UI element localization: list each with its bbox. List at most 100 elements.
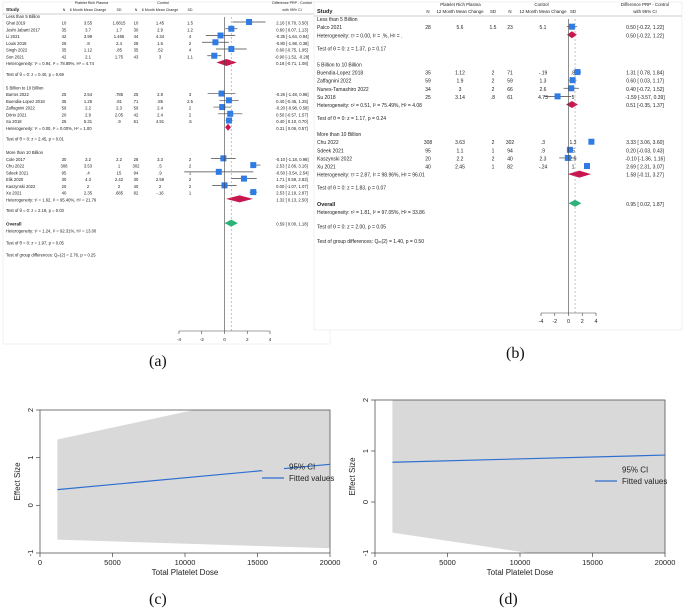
forest-a-study-square — [246, 19, 253, 25]
forest-b-study-n1: 308 — [424, 140, 433, 146]
forest-b-x-tick-label: 0 — [567, 319, 570, 325]
forest-a-study-sd1: .685 — [115, 191, 124, 196]
forest-a-study-sd2: 1.2 — [187, 27, 193, 32]
forest-a-study-mean1: 1.25 — [84, 99, 93, 104]
forest-a-study-ci: -0.50 [-3.54, 2.54] — [275, 170, 308, 175]
forest-b-study-mean1: 5.6 — [457, 25, 464, 31]
forest-a-header-sd1: SD — [117, 8, 122, 12]
forest-a-study-mean1: 2.9 — [85, 112, 91, 117]
fit-d-legend-ci-label: 95% CI — [622, 466, 648, 475]
forest-a-x-tick-label: 2 — [246, 337, 249, 342]
forest-a-study-sd2: 2 — [189, 106, 192, 111]
forest-b-header-sd2: SD — [570, 9, 576, 14]
forest-a-study-sd1: 1.75 — [115, 54, 124, 59]
forest-a-study-ci: -0.26 [-1.48, 0.96] — [275, 92, 308, 97]
forest-b-x-tick-label: 4 — [595, 319, 598, 325]
forest-a-group-label: More than 10 Billion — [6, 150, 44, 155]
forest-a-study-ci: -0.35 [-1.64, 0.94] — [275, 34, 308, 39]
forest-a-header-sd2: SD — [188, 8, 193, 12]
forest-a-group-test: Test of θ = 0: z = 2.18, p = 0.03 — [6, 208, 65, 213]
forest-a-study-name: Barros 2022 — [6, 92, 29, 97]
forest-a-study-mean1: 3.55 — [84, 21, 93, 26]
forest-a-group-summary-ci: 0.18 [-0.71, 1.08] — [276, 61, 308, 66]
forest-a-study-sd1: .81 — [116, 99, 122, 104]
forest-a-study-n1: 26 — [62, 41, 67, 46]
forest-b-header-mean2: 12 Month Mean Change — [519, 9, 567, 14]
forest-a-study-sd1: 2.2 — [116, 157, 122, 162]
forest-a-study-mean1: 3.53 — [84, 164, 93, 169]
fit-d-y-tick-label: 0 — [361, 500, 370, 504]
forest-a-group-summary-ci: 0.31 [ 0.06, 0.57] — [276, 126, 307, 131]
forest-a-study-n2: 59 — [134, 106, 139, 111]
forest-a-study-mean2: 2.4 — [157, 112, 163, 117]
forest-b-group-test: Test of θ = 0: z = 1.17, p = 0.24 — [317, 116, 386, 122]
forest-a-header-effect-ci: with 95% CI — [282, 8, 301, 12]
forest-a-x-tick-label: 4 — [269, 337, 272, 342]
forest-a-study-name: Ghai 2019 — [6, 21, 26, 26]
forest-b-study-sd2: 5 — [572, 95, 575, 101]
fit-d-x-tick-label: 10000 — [510, 558, 531, 567]
forest-b-group-diamond — [567, 170, 591, 178]
forest-a-study-ci: -0.20 [-0.98, 0.58] — [275, 106, 308, 111]
fit-c-legend-ci-swatch — [262, 462, 284, 471]
forest-b-header-mean1: 12 Month Mean Change — [436, 9, 484, 14]
forest-a-study-name: Elik 2020 — [6, 177, 24, 182]
forest-a-study-ci: 2.53 [ 2.66, 3.16] — [276, 164, 307, 169]
forest-b-study-mean1: 1.12 — [455, 71, 465, 77]
forest-b-header-effect: Difference PRP - Control — [621, 2, 669, 7]
forest-a-study-sd1: 2.3 — [116, 106, 122, 111]
forest-b-header-control: Control — [534, 2, 548, 7]
forest-b-study-sd2: .5 — [571, 148, 575, 154]
fit-d-ci-band — [392, 400, 665, 553]
forest-b-study-square — [568, 23, 575, 30]
forest-a-study-n1: 308 — [61, 164, 69, 169]
forest-a-study-n2: 42 — [134, 112, 139, 117]
forest-a-study-n1: 40 — [62, 191, 67, 196]
forest-a-x-tick-label: 0 — [223, 337, 226, 342]
forest-a-study-sd1: 1.7 — [116, 27, 122, 32]
forest-b-group-test: Test of θ = 0: z = 1.37, p = 0.17 — [317, 46, 386, 52]
panel-label-a: (a) — [149, 353, 167, 370]
forest-b-study-mean2: 2.6 — [540, 87, 547, 93]
forest-b-study-n1: 35 — [425, 71, 431, 77]
forest-a-study-sd1: 2.05 — [115, 112, 124, 117]
forest-b-group-diamond — [566, 31, 577, 39]
forest-b-study-sd2: 1.3 — [570, 140, 577, 146]
forest-a-study-ci: 0.50 [-0.57, 1.57] — [276, 112, 308, 117]
forest-b-header-n2: N — [508, 9, 511, 14]
forest-a-header-study: Study — [6, 7, 20, 13]
forest-b-study-mean1: 2.45 — [455, 165, 465, 171]
forest-a-study-sd2: 2 — [189, 184, 192, 189]
forest-b-study-square — [583, 163, 590, 170]
forest-a-study-sd1: 1 — [118, 164, 121, 169]
forest-a-study-n2: 71 — [134, 99, 139, 104]
forest-a-study-mean1: 4.3 — [85, 177, 91, 182]
forest-b-study-n2: 302 — [506, 140, 515, 146]
forest-b-study-mean2: 4.73 — [538, 95, 548, 101]
forest-b-overall-ci: 0.95 [ 0.02, 1.87] — [626, 202, 664, 208]
fit-c-y-tick-label: 1 — [26, 456, 35, 460]
forest-a-study-mean1: 3.99 — [84, 34, 93, 39]
forest-b-study-n2: 61 — [507, 95, 513, 101]
forest-b-study-square — [574, 69, 581, 76]
forest-b-study-square — [566, 146, 573, 153]
forest-b-study-n1: 34 — [425, 87, 431, 93]
forest-a-study-n2: 10 — [134, 21, 139, 26]
forest-b-study-n2: 40 — [507, 156, 513, 162]
fit-d-x-axis-label: Total Platelet Dose — [487, 568, 554, 577]
forest-b-study-mean1: 3.14 — [455, 95, 465, 101]
forest-a-study-mean1: 1.12 — [84, 48, 93, 53]
forest-a-study-sd1: .85 — [116, 48, 122, 53]
forest-b-study-name: Chu 2022 — [317, 140, 339, 146]
forest-a-group-diamond — [216, 59, 237, 66]
forest-a-study-mean1: 2.35 — [84, 191, 93, 196]
forest-a-study-sd1: 15 — [117, 170, 122, 175]
fit-c-legend-ci-label: 95% CI — [289, 463, 315, 472]
forest-a-study-square — [226, 97, 233, 104]
forest-b-study-ci: -1.59 [-3.57, 0.39] — [625, 95, 665, 101]
forest-a-study-square — [211, 52, 218, 59]
forest-b-study-n1: 40 — [425, 165, 431, 171]
forest-b-overall-heterogeneity: Heterogeneity: τ² = 1.81, I² = 97.05%, H… — [317, 210, 425, 216]
forest-b-study-ci: 2.69 [ 2.31, 3.07] — [626, 165, 664, 171]
panel-label-b: (b) — [506, 345, 525, 362]
